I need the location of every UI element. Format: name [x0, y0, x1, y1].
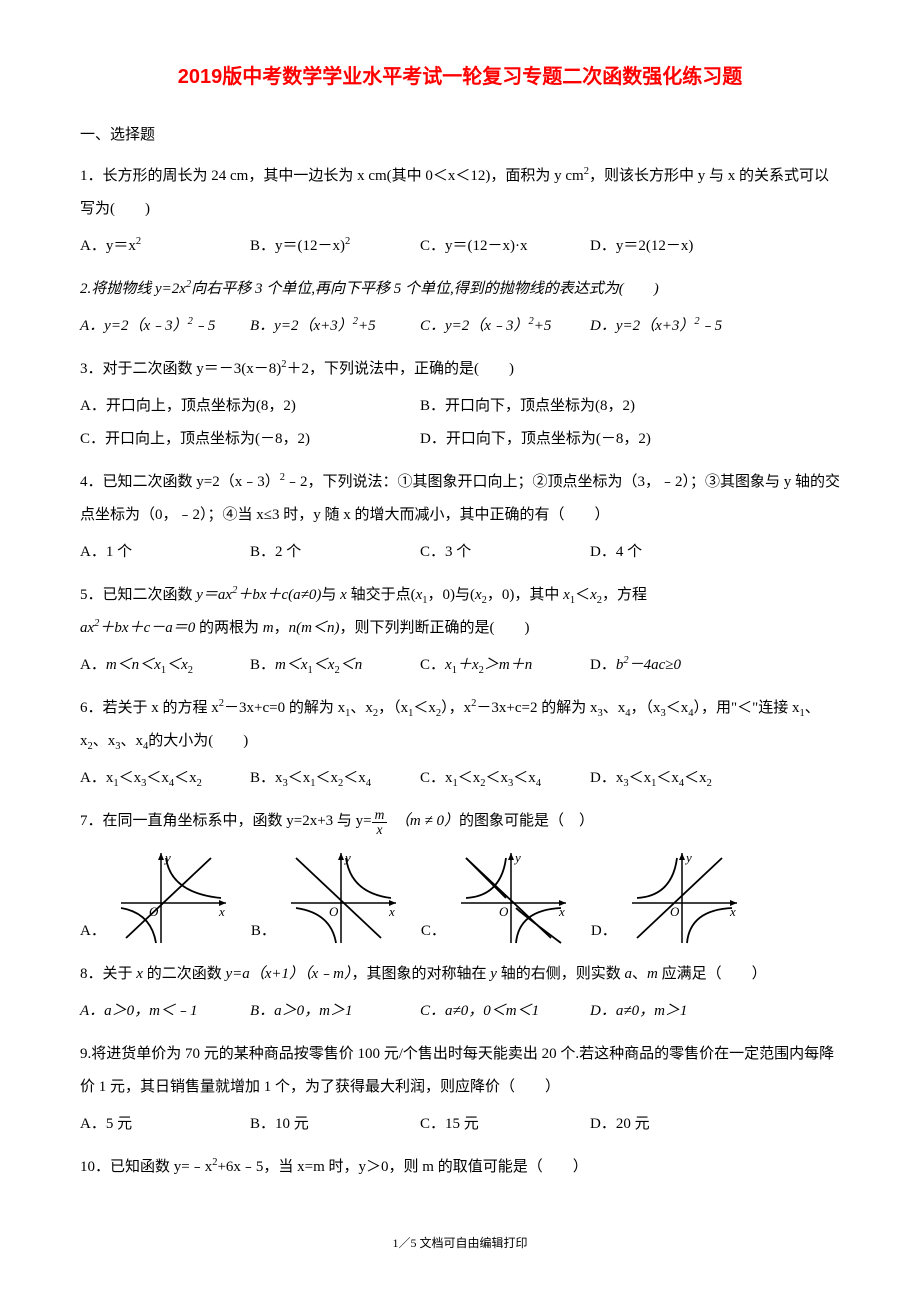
- option-b: B．y=2（x+3）2+5: [250, 310, 420, 343]
- question-text: 9.将进货单价为 70 元的某种商品按零售价 100 元/个售出时每天能卖出 2…: [80, 1038, 840, 1104]
- graph-a-icon: y x O: [111, 848, 231, 948]
- option-d: D．a≠0，m＞1: [590, 995, 760, 1028]
- option-b-graph: B． y x O: [251, 848, 401, 948]
- options: A．y=2（x﹣3）2﹣5 B．y=2（x+3）2+5 C．y=2（x﹣3）2+…: [80, 310, 840, 343]
- svg-text:x: x: [218, 904, 225, 919]
- question-1: 1．长方形的周长为 24 cm，其中一边长为 x cm(其中 0＜x＜12)，面…: [80, 160, 840, 263]
- option-b: B．开口向下，顶点坐标为(8，2): [420, 390, 760, 423]
- option-a-graph: A． y x O: [80, 848, 231, 948]
- svg-text:x: x: [388, 904, 395, 919]
- graph-options: A． y x O B． y x: [80, 848, 840, 948]
- question-text: 7．在同一直角坐标系中，函数 y=2x+3 与 y=mx （m ≠ 0）的图象可…: [80, 805, 840, 838]
- option-a: A．1 个: [80, 536, 250, 569]
- question-text: 10．已知函数 y=﹣x2+6x﹣5，当 x=m 时，y＞0，则 m 的取值可能…: [80, 1151, 840, 1184]
- option-a: A．m＜n＜x1＜x2: [80, 649, 250, 682]
- question-7: 7．在同一直角坐标系中，函数 y=2x+3 与 y=mx （m ≠ 0）的图象可…: [80, 805, 840, 948]
- question-4: 4．已知二次函数 y=2（x﹣3）2﹣2，下列说法：①其图象开口向上；②顶点坐标…: [80, 466, 840, 569]
- option-d: D．4 个: [590, 536, 760, 569]
- question-text: 8．关于 x 的二次函数 y=a（x+1）（x﹣m），其图象的对称轴在 y 轴的…: [80, 958, 840, 991]
- question-3: 3．对于二次函数 y＝－3(x－8)2＋2，下列说法中，正确的是( ) A．开口…: [80, 353, 840, 456]
- options: A．a＞0，m＜﹣1 B．a＞0，m＞1 C．a≠0，0＜m＜1 D．a≠0，m…: [80, 995, 840, 1028]
- svg-text:x: x: [729, 904, 736, 919]
- graph-c-icon: y x O: [451, 848, 571, 948]
- question-2: 2.将抛物线 y=2x2向右平移 3 个单位,再向下平移 5 个单位,得到的抛物…: [80, 273, 840, 343]
- option-b: B．x3＜x1＜x2＜x4: [250, 762, 420, 795]
- option-c: C．y=2（x﹣3）2+5: [420, 310, 590, 343]
- question-10: 10．已知函数 y=﹣x2+6x﹣5，当 x=m 时，y＞0，则 m 的取值可能…: [80, 1151, 840, 1184]
- section-heading: 一、选择题: [80, 119, 840, 152]
- option-c: C．a≠0，0＜m＜1: [420, 995, 590, 1028]
- svg-text:O: O: [329, 904, 339, 919]
- question-text: 1．长方形的周长为 24 cm，其中一边长为 x cm(其中 0＜x＜12)，面…: [80, 160, 840, 226]
- option-c: C．x1＜x2＜x3＜x4: [420, 762, 590, 795]
- option-d: D．y=2（x+3）2﹣5: [590, 310, 760, 343]
- option-d: D．开口向下，顶点坐标为(－8，2): [420, 423, 760, 456]
- options: A．m＜n＜x1＜x2 B．m＜x1＜x2＜n C．x1＋x2＞m＋n D．b2…: [80, 649, 840, 682]
- option-a: A．y＝x2: [80, 230, 250, 263]
- page-title: 2019版中考数学学业水平考试一轮复习专题二次函数强化练习题: [80, 60, 840, 89]
- graph-d-icon: y x O: [622, 848, 742, 948]
- option-a: A．5 元: [80, 1108, 250, 1141]
- option-c: C．y＝(12－x)·x: [420, 230, 590, 263]
- question-5: 5．已知二次函数 y＝ax2＋bx＋c(a≠0)与 x 轴交于点(x1，0)与(…: [80, 579, 840, 682]
- options: A．x1＜x3＜x4＜x2 B．x3＜x1＜x2＜x4 C．x1＜x2＜x3＜x…: [80, 762, 840, 795]
- option-d: D．x3＜x1＜x4＜x2: [590, 762, 760, 795]
- option-b: B．m＜x1＜x2＜n: [250, 649, 420, 682]
- option-a: A．开口向上，顶点坐标为(8，2): [80, 390, 420, 423]
- option-d-graph: D． y x O: [591, 848, 742, 948]
- option-c: C．3 个: [420, 536, 590, 569]
- option-b: B．2 个: [250, 536, 420, 569]
- question-text: 6．若关于 x 的方程 x2－3x+c=0 的解为 x1、x2，（x1＜x2），…: [80, 692, 840, 758]
- question-8: 8．关于 x 的二次函数 y=a（x+1）（x﹣m），其图象的对称轴在 y 轴的…: [80, 958, 840, 1028]
- question-text: 3．对于二次函数 y＝－3(x－8)2＋2，下列说法中，正确的是( ): [80, 353, 840, 386]
- page-footer: 1／5 文档可自由编辑打印: [80, 1234, 840, 1251]
- question-text: 5．已知二次函数 y＝ax2＋bx＋c(a≠0)与 x 轴交于点(x1，0)与(…: [80, 579, 840, 645]
- options: A．开口向上，顶点坐标为(8，2) B．开口向下，顶点坐标为(8，2) C．开口…: [80, 390, 840, 456]
- question-6: 6．若关于 x 的方程 x2－3x+c=0 的解为 x1、x2，（x1＜x2），…: [80, 692, 840, 795]
- question-9: 9.将进货单价为 70 元的某种商品按零售价 100 元/个售出时每天能卖出 2…: [80, 1038, 840, 1141]
- option-c: C．15 元: [420, 1108, 590, 1141]
- svg-text:O: O: [499, 904, 509, 919]
- option-c: C．x1＋x2＞m＋n: [420, 649, 590, 682]
- option-b: B．a＞0，m＞1: [250, 995, 420, 1028]
- option-a: A．x1＜x3＜x4＜x2: [80, 762, 250, 795]
- option-d: D．20 元: [590, 1108, 760, 1141]
- option-a: A．y=2（x﹣3）2﹣5: [80, 310, 250, 343]
- options: A．y＝x2 B．y＝(12－x)2 C．y＝(12－x)·x D．y＝2(12…: [80, 230, 840, 263]
- fraction: mx: [372, 808, 388, 836]
- options: A．5 元 B．10 元 C．15 元 D．20 元: [80, 1108, 840, 1141]
- svg-text:y: y: [684, 850, 692, 865]
- option-d: D．b2－4ac≥0: [590, 649, 760, 682]
- option-c-graph: C． y x O: [421, 848, 571, 948]
- option-b: B．y＝(12－x)2: [250, 230, 420, 263]
- svg-text:x: x: [558, 904, 565, 919]
- options: A．1 个 B．2 个 C．3 个 D．4 个: [80, 536, 840, 569]
- option-a: A．a＞0，m＜﹣1: [80, 995, 250, 1028]
- question-text: 4．已知二次函数 y=2（x﹣3）2﹣2，下列说法：①其图象开口向上；②顶点坐标…: [80, 466, 840, 532]
- question-text: 2.将抛物线 y=2x2向右平移 3 个单位,再向下平移 5 个单位,得到的抛物…: [80, 273, 840, 306]
- option-d: D．y＝2(12－x): [590, 230, 760, 263]
- graph-b-icon: y x O: [281, 848, 401, 948]
- svg-text:y: y: [513, 850, 521, 865]
- option-c: C．开口向上，顶点坐标为(－8，2): [80, 423, 420, 456]
- option-b: B．10 元: [250, 1108, 420, 1141]
